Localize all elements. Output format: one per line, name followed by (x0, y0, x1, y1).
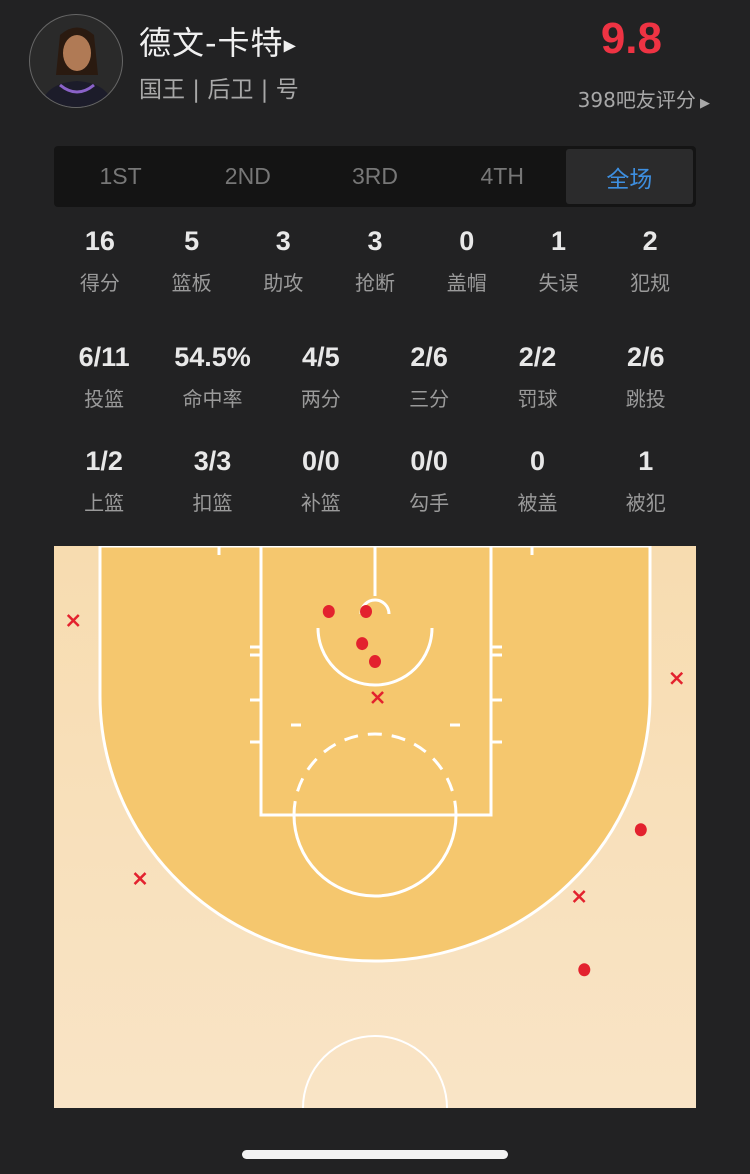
stat-value: 3 (275, 226, 291, 256)
stat-value: 5 (184, 226, 200, 256)
stat-label: 扣篮 (192, 491, 233, 515)
stat-value: 3/3 (193, 446, 232, 476)
shooting-stats-row: 6/11 投篮 54.5% 命中率 4/5 两分 2/6 三分 2/2 罚球 2/6 跳投 (50, 342, 700, 412)
stat-label: 补篮 (300, 491, 341, 515)
made-shot-dot (322, 604, 335, 618)
made-shot-dot (356, 637, 369, 651)
player-name[interactable]: 德文-卡特▶ (139, 18, 297, 64)
stat-label: 盖帽 (446, 271, 487, 295)
player-avatar[interactable] (29, 14, 123, 108)
stat-label: 勾手 (409, 491, 450, 515)
stat-label: 助攻 (263, 271, 304, 295)
stat-抢断: 3 抢断 (329, 226, 421, 296)
stat-label: 上篮 (84, 491, 125, 515)
court-lines (217, 546, 534, 1108)
stat-盖帽: 0 盖帽 (421, 226, 513, 296)
shot-markers (66, 604, 684, 977)
stat-label: 失误 (538, 271, 579, 295)
tab-4th[interactable]: 4TH (480, 163, 524, 189)
stat-跳投: 2/6 跳投 (592, 342, 700, 412)
stat-勾手: 0/0 勾手 (375, 446, 483, 516)
player-name-text: 德文-卡特 (139, 24, 284, 62)
stat-value: 0/0 (302, 446, 340, 476)
made-shot-dot (369, 655, 381, 669)
stat-三分: 2/6 三分 (375, 342, 483, 412)
made-shot-dot (578, 963, 591, 977)
stat-label: 被犯 (625, 491, 666, 515)
stat-篮板: 5 篮板 (146, 226, 238, 296)
stat-两分: 4/5 两分 (267, 342, 375, 412)
stat-label: 跳投 (625, 387, 666, 411)
missed-shot-x (133, 872, 147, 885)
stat-被盖: 0 被盖 (483, 446, 591, 516)
shot-chart-court (54, 546, 696, 1108)
stat-失误: 1 失误 (513, 226, 605, 296)
stat-label: 篮板 (171, 271, 212, 295)
period-tabs: 1ST 2ND 3RD 4TH 全场 (54, 146, 696, 207)
stat-扣篮: 3/3 扣篮 (158, 446, 266, 516)
made-shot-dot (634, 823, 647, 837)
caret-right-icon: ▶ (283, 35, 297, 55)
stat-label: 抢断 (355, 271, 396, 295)
three-point-area (98, 546, 652, 963)
stat-value: 4/5 (302, 342, 340, 372)
stat-value: 1/2 (85, 446, 123, 476)
missed-shot-x (371, 691, 384, 704)
stat-命中率: 54.5% 命中率 (158, 342, 266, 412)
missed-shot-x (572, 890, 586, 903)
caret-right-icon: ▶ (695, 96, 710, 111)
missed-shot-x (66, 614, 80, 627)
stat-补篮: 0/0 补篮 (267, 446, 375, 516)
stat-投篮: 6/11 投篮 (50, 342, 158, 412)
made-shot-dot (360, 604, 373, 618)
tab-2nd[interactable]: 2ND (224, 163, 271, 189)
stat-label: 三分 (409, 387, 450, 411)
stat-label: 罚球 (517, 387, 558, 411)
stat-value: 0 (529, 446, 545, 476)
stat-犯规: 2 犯规 (604, 226, 696, 296)
stat-value: 3 (367, 226, 383, 256)
stat-label: 命中率 (182, 387, 243, 411)
player-info: 国王 | 后卫 | 号 (139, 77, 299, 103)
stat-value: 2 (642, 226, 658, 256)
stat-value: 2/6 (627, 342, 665, 372)
stat-value: 0 (459, 226, 475, 256)
player-score: 9.8 (600, 14, 662, 63)
basic-stats-row: 16 得分 5 篮板 3 助攻 3 抢断 0 盖帽 1 失误 2 犯规 (54, 226, 696, 296)
stat-value: 54.5% (174, 342, 251, 372)
stat-value: 0/0 (410, 446, 448, 476)
tab-3rd[interactable]: 3RD (352, 163, 399, 189)
stat-value: 1 (638, 446, 654, 476)
missed-shot-x (670, 671, 684, 685)
stat-value: 16 (84, 226, 115, 256)
stat-value: 2/6 (410, 342, 448, 372)
fan-rating-text: 398吧友评分 (577, 88, 696, 112)
stat-助攻: 3 助攻 (237, 226, 329, 296)
stat-label: 被盖 (517, 491, 558, 515)
stat-value: 6/11 (78, 342, 130, 372)
home-indicator[interactable] (242, 1150, 508, 1159)
shot-type-stats-row: 1/2 上篮 3/3 扣篮 0/0 补篮 0/0 勾手 0 被盖 1 被犯 (50, 446, 700, 516)
stat-被犯: 1 被犯 (592, 446, 700, 516)
stat-label: 犯规 (630, 271, 671, 295)
stat-label: 得分 (79, 271, 120, 295)
stat-label: 两分 (300, 387, 341, 411)
stat-label: 投篮 (84, 387, 125, 411)
stat-value: 2/2 (518, 342, 557, 372)
player-photo-icon (40, 27, 114, 107)
stat-value: 1 (550, 226, 566, 256)
fan-rating-link[interactable]: 398吧友评分 ▶ (578, 84, 710, 113)
tab-full-game[interactable]: 全场 (565, 149, 694, 204)
stat-上篮: 1/2 上篮 (50, 446, 158, 516)
stat-罚球: 2/2 罚球 (483, 342, 591, 412)
stat-得分: 16 得分 (54, 226, 146, 296)
tab-1st[interactable]: 1ST (99, 163, 142, 189)
